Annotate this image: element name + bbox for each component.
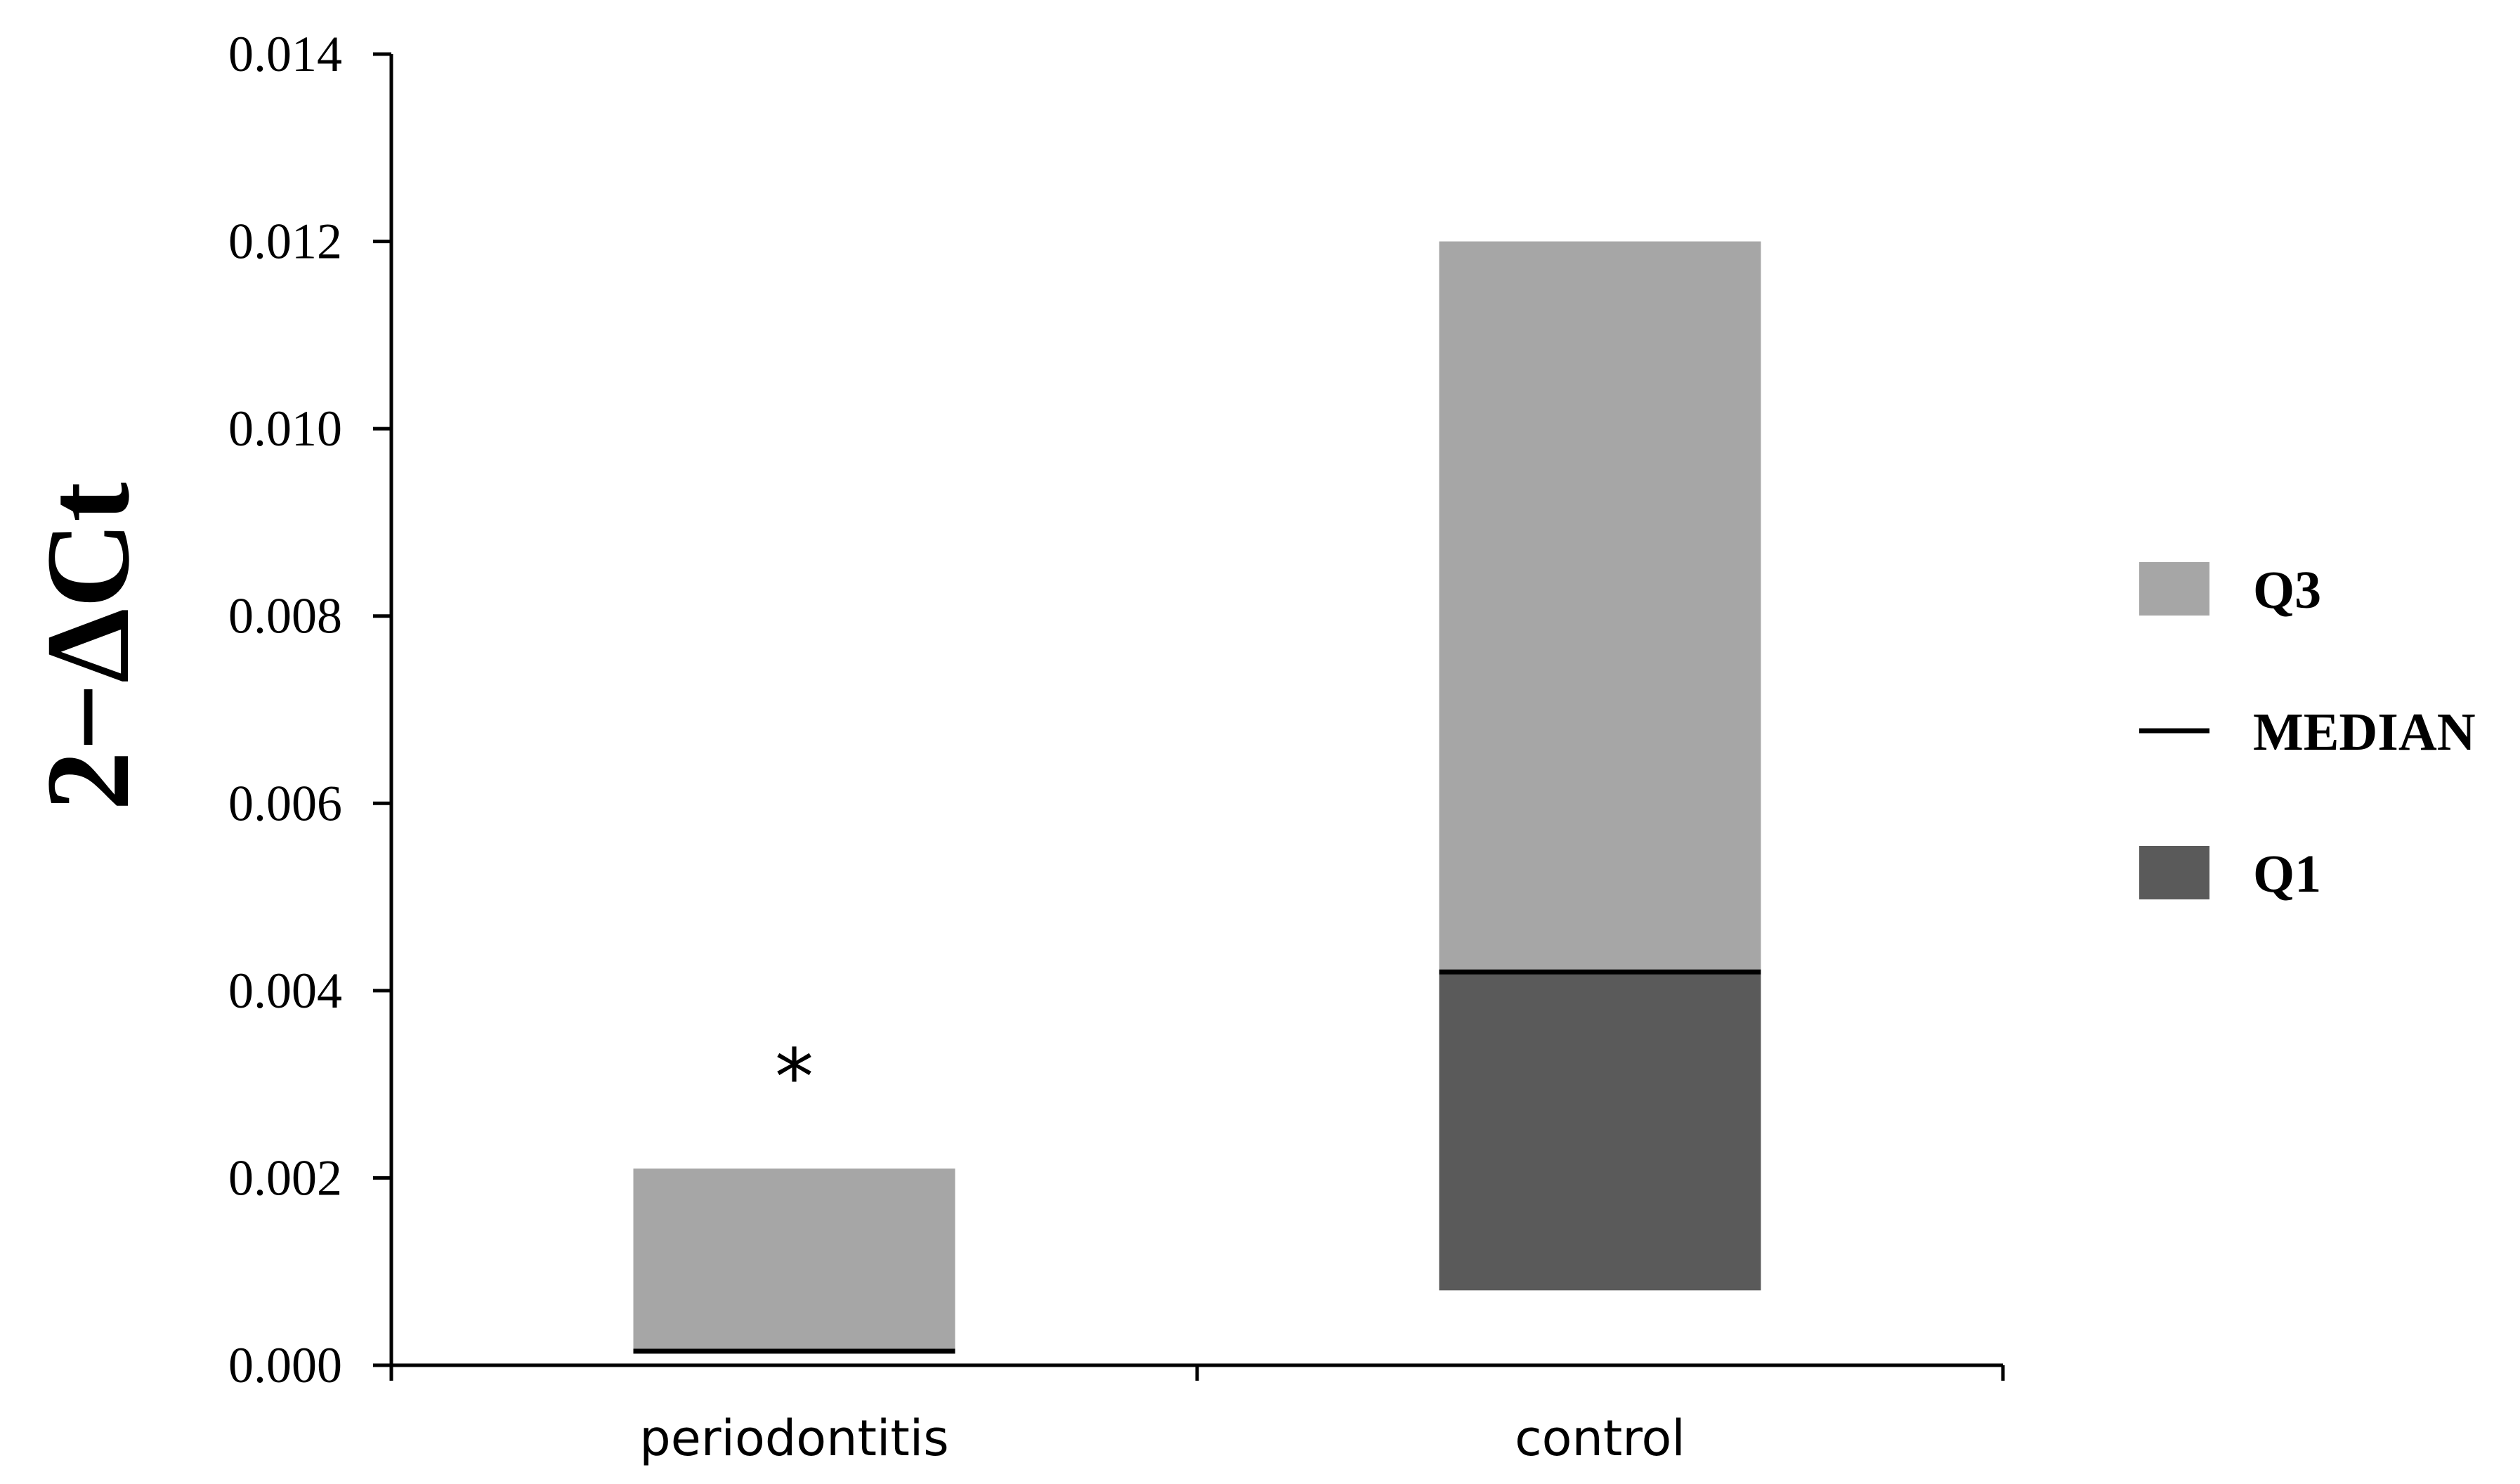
x-tick-label-periodontitis: periodontitis (639, 1410, 948, 1467)
y-tick-label: 0.004 (228, 963, 342, 1019)
axes-layer (373, 52, 2005, 1381)
x-tick-label-control: control (1515, 1410, 1685, 1467)
y-tick-label: 0.014 (228, 26, 342, 82)
legend-swatch-q1 (2139, 846, 2209, 899)
labels-layer: periodontitis * control 0.000 0.002 0.004 0.00… (22, 26, 1685, 1467)
legend-swatch-q3 (2139, 562, 2209, 616)
legend-label-q1: Q1 (2253, 845, 2321, 904)
bar-q3-control (1439, 241, 1761, 972)
bar-q1-control (1439, 972, 1761, 1291)
significance-annotation: * (775, 1032, 814, 1122)
y-tick-label: 0.002 (228, 1150, 342, 1206)
y-axis-label: 2−ΔCt (22, 482, 154, 811)
y-tick-label: 0.000 (228, 1337, 342, 1393)
bars-layer (633, 241, 1761, 1354)
legend: Q3 MEDIAN Q1 (2139, 561, 2476, 904)
legend-label-median: MEDIAN (2253, 703, 2476, 762)
y-tick-label: 0.006 (228, 775, 342, 831)
y-tick-label: 0.008 (228, 588, 342, 644)
y-tick-label: 0.012 (228, 214, 342, 270)
legend-label-q3: Q3 (2253, 561, 2321, 620)
y-tick-label: 0.010 (228, 401, 342, 457)
bar-q3-periodontitis (633, 1169, 955, 1352)
